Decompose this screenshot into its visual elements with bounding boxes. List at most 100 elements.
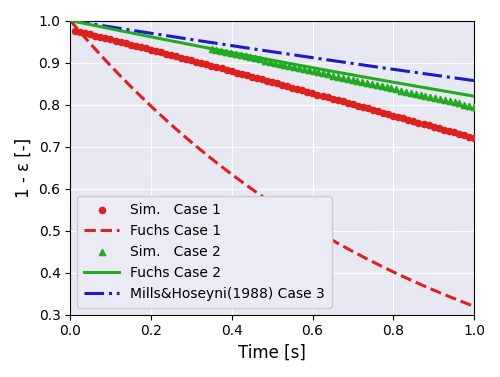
Sim.   Case 1 [132, 43, 140, 49]
Fuchs Case 2 [305, 64, 311, 69]
Sim.   Case 2 [373, 82, 381, 88]
Sim.   Case 2 [397, 87, 405, 93]
Sim.   Case 2 [412, 91, 420, 97]
Sim.   Case 1 [314, 92, 322, 98]
Fuchs Case 1 [138, 95, 144, 100]
Sim.   Case 1 [92, 33, 100, 39]
Sim.   Case 1 [404, 117, 412, 123]
Sim.   Case 2 [227, 50, 235, 56]
Sim.   Case 1 [338, 98, 346, 104]
Sim.   Case 2 [314, 69, 322, 75]
Sim.   Case 2 [426, 94, 434, 100]
Sim.   Case 2 [295, 65, 303, 71]
Fuchs Case 1 [305, 224, 311, 228]
Sim.   Case 1 [248, 74, 256, 80]
Sim.   Case 2 [222, 49, 230, 55]
Fuchs Case 1 [250, 187, 256, 192]
Sim.   Case 1 [106, 37, 114, 43]
Sim.   Case 1 [177, 55, 185, 61]
Sim.   Case 2 [416, 92, 424, 98]
Mills&Hoseyni(1988) Case 3 [171, 35, 177, 39]
Sim.   Case 1 [142, 45, 150, 51]
Sim.   Case 1 [202, 61, 210, 67]
Fuchs Case 1 [68, 18, 73, 23]
Sim.   Case 1 [400, 115, 407, 121]
Sim.   Case 1 [182, 56, 190, 62]
Sim.   Case 1 [420, 121, 428, 127]
Sim.   Case 2 [324, 72, 332, 78]
Sim.   Case 2 [310, 68, 318, 74]
Sim.   Case 1 [450, 129, 458, 135]
Sim.   Case 1 [414, 120, 422, 126]
Sim.   Case 2 [286, 63, 294, 69]
Fuchs Case 2 [138, 33, 144, 37]
Sim.   Case 2 [402, 89, 410, 95]
Sim.   Case 2 [339, 75, 347, 81]
Sim.   Case 1 [410, 118, 418, 124]
Sim.   Case 1 [268, 79, 276, 85]
Sim.   Case 1 [359, 104, 367, 110]
Fuchs Case 1 [337, 242, 343, 247]
Sim.   Case 1 [122, 40, 130, 46]
Sim.   Case 1 [243, 72, 251, 78]
Fuchs Case 2 [471, 94, 477, 98]
Sim.   Case 1 [374, 108, 382, 114]
Sim.   Case 2 [261, 58, 269, 64]
Mills&Hoseyni(1988) Case 3 [138, 29, 144, 34]
Sim.   Case 2 [305, 67, 313, 73]
Sim.   Case 2 [266, 58, 274, 64]
Sim.   Case 1 [334, 97, 342, 103]
Sim.   Case 1 [76, 29, 84, 35]
Sim.   Case 1 [86, 31, 94, 37]
Sim.   Case 1 [218, 66, 226, 72]
Sim.   Case 1 [273, 80, 281, 86]
Fuchs Case 2 [337, 70, 343, 75]
Sim.   Case 2 [460, 101, 468, 107]
Sim.   Case 1 [424, 123, 432, 129]
Sim.   Case 2 [441, 97, 449, 103]
Sim.   Case 2 [446, 98, 454, 104]
Sim.   Case 2 [232, 51, 240, 57]
Legend: Sim.   Case 1, Fuchs Case 1, Sim.   Case 2, Fuchs Case 2, Mills&Hoseyni(1988) Ca: Sim. Case 1, Fuchs Case 1, Sim. Case 2, … [77, 196, 332, 308]
Fuchs Case 2 [371, 77, 377, 81]
Mills&Hoseyni(1988) Case 3 [250, 47, 256, 51]
Sim.   Case 1 [157, 49, 165, 55]
Sim.   Case 1 [460, 132, 468, 138]
Sim.   Case 1 [96, 34, 104, 40]
Sim.   Case 2 [208, 46, 216, 52]
Mills&Hoseyni(1988) Case 3 [471, 78, 477, 83]
Sim.   Case 1 [304, 89, 312, 95]
Sim.   Case 2 [236, 52, 244, 58]
Sim.   Case 1 [455, 131, 463, 137]
Mills&Hoseyni(1988) Case 3 [337, 60, 343, 64]
Sim.   Case 1 [430, 124, 438, 130]
Sim.   Case 2 [358, 79, 366, 85]
Sim.   Case 1 [137, 44, 145, 50]
Sim.   Case 1 [328, 96, 336, 102]
Sim.   Case 2 [334, 74, 342, 80]
Sim.   Case 1 [147, 47, 155, 53]
Sim.   Case 1 [470, 135, 478, 141]
Fuchs Case 1 [371, 261, 377, 265]
Sim.   Case 2 [242, 53, 250, 59]
Sim.   Case 1 [465, 134, 473, 140]
Sim.   Case 1 [253, 75, 261, 81]
Sim.   Case 1 [369, 107, 377, 113]
Sim.   Case 1 [112, 38, 120, 44]
Sim.   Case 2 [300, 66, 308, 72]
Sim.   Case 1 [263, 78, 271, 84]
Sim.   Case 2 [378, 83, 386, 89]
Sim.   Case 1 [212, 64, 220, 70]
Sim.   Case 2 [276, 61, 283, 67]
Mills&Hoseyni(1988) Case 3 [371, 64, 377, 69]
Line: Mills&Hoseyni(1988) Case 3: Mills&Hoseyni(1988) Case 3 [70, 20, 474, 81]
Sim.   Case 2 [431, 95, 439, 101]
Sim.   Case 2 [218, 48, 226, 54]
Mills&Hoseyni(1988) Case 3 [68, 18, 73, 23]
Sim.   Case 1 [384, 111, 392, 117]
Sim.   Case 2 [456, 100, 464, 106]
Y-axis label: 1 - ε [-]: 1 - ε [-] [15, 138, 33, 198]
Sim.   Case 1 [152, 48, 160, 54]
Mills&Hoseyni(1988) Case 3 [305, 55, 311, 59]
X-axis label: Time [s]: Time [s] [238, 344, 306, 362]
